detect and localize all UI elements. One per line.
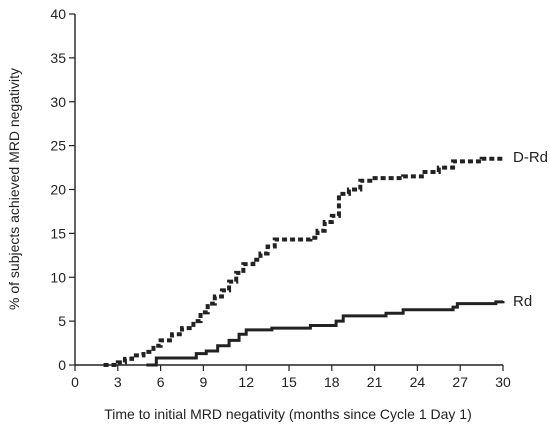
y-tick-label: 5: [58, 313, 66, 329]
x-tick-label: 6: [157, 374, 165, 390]
x-tick-label: 18: [324, 374, 340, 390]
series-line-rd: [146, 300, 505, 367]
x-tick-label: 27: [452, 374, 468, 390]
x-tick-label: 15: [281, 374, 297, 390]
y-tick-label: 40: [50, 6, 66, 22]
series-label-rd: Rd: [513, 293, 532, 310]
y-tick-label: 20: [50, 182, 66, 198]
series-line-d-rd: [103, 156, 505, 367]
x-tick-label: 24: [410, 374, 426, 390]
y-tick-label: 35: [50, 50, 66, 66]
y-axis-title: % of subjects achieved MRD negativity: [6, 68, 22, 310]
x-tick-label: 30: [495, 374, 511, 390]
y-tick-label: 25: [50, 138, 66, 154]
y-tick-label: 30: [50, 94, 66, 110]
x-tick-label: 21: [367, 374, 383, 390]
y-tick-label: 15: [50, 225, 66, 241]
y-tick-label: 0: [58, 357, 66, 373]
x-tick-label: 0: [71, 374, 79, 390]
x-tick-label: 9: [200, 374, 208, 390]
x-tick-label: 12: [238, 374, 254, 390]
plot-area: 0 5 10 15 20 25 30 35 40 0 3 6 9 12 15 18 21 24 27 30 D-Rd Rd: [50, 6, 548, 390]
series-label-d-rd: D-Rd: [513, 149, 548, 166]
y-tick-label: 10: [50, 269, 66, 285]
x-tick-label: 3: [114, 374, 122, 390]
x-axis-title: Time to initial MRD negativity (months s…: [104, 406, 472, 422]
